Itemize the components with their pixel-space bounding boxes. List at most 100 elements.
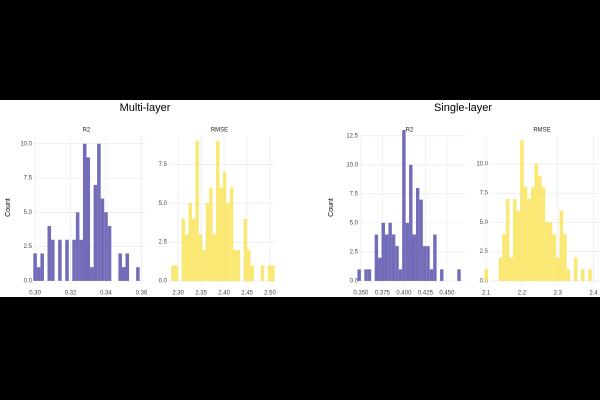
bar [502, 234, 506, 281]
bar [409, 164, 413, 281]
bar [33, 253, 37, 281]
bar [75, 212, 80, 281]
y-tick-label: 7.5 [24, 176, 33, 182]
bar [247, 249, 251, 282]
y-tick-label: 12.5 [346, 133, 358, 139]
bar [405, 222, 410, 281]
bar [36, 267, 41, 281]
x-tick-label: 2.1 [482, 291, 491, 297]
bar [181, 218, 186, 282]
bar [364, 269, 368, 281]
bar [545, 222, 549, 281]
bar [107, 226, 112, 281]
bar [541, 187, 546, 281]
bar [58, 239, 62, 281]
bar [440, 269, 444, 281]
x-tick-label: 2.50 [264, 291, 276, 297]
x-tick-label: 2.3 [554, 291, 563, 297]
bar [398, 269, 403, 281]
bar [509, 257, 513, 281]
bar [391, 234, 396, 281]
bar [523, 187, 528, 281]
y-tick-label: 2.5 [480, 249, 489, 255]
bar [388, 222, 392, 281]
x-tick-label: 2.35 [195, 291, 207, 297]
bar [233, 249, 237, 282]
bar [86, 157, 91, 281]
bar [563, 234, 567, 281]
x-tick-label: 0.30 [29, 291, 41, 297]
bar [202, 249, 206, 282]
x-tick-label: 0.375 [375, 291, 391, 297]
bar [222, 172, 227, 282]
y-tick-label: 5.0 [480, 220, 489, 226]
bar [426, 246, 430, 281]
bar [226, 203, 230, 282]
bar [40, 253, 44, 281]
bar [136, 267, 140, 281]
bar [188, 203, 192, 282]
bar [125, 253, 130, 281]
bar [357, 269, 361, 281]
bar [216, 140, 220, 282]
bar [415, 188, 420, 281]
bar [381, 222, 385, 281]
facet-title: RMSE [533, 128, 550, 134]
bar [402, 130, 406, 281]
bar [229, 187, 234, 282]
bar [516, 210, 521, 281]
bar [118, 253, 122, 281]
bar [100, 198, 105, 281]
bar [412, 234, 416, 281]
bar [498, 257, 503, 281]
bar [433, 234, 437, 281]
bar [505, 199, 510, 281]
y-axis-label: Count [328, 198, 335, 217]
bar [271, 265, 275, 282]
x-tick-label: 2.30 [172, 291, 184, 297]
x-tick-label: 0.350 [353, 291, 369, 297]
bar [538, 175, 542, 281]
bar [378, 257, 382, 281]
facet-title: R2 [406, 128, 414, 134]
bar [384, 234, 389, 281]
bar [267, 265, 272, 282]
x-tick-label: 0.425 [418, 291, 434, 297]
bar [457, 269, 461, 281]
bar [534, 163, 539, 281]
bar [484, 269, 488, 281]
y-axis-label: Count [5, 198, 12, 217]
bar [195, 140, 199, 282]
bar [374, 234, 379, 281]
bar [185, 234, 189, 282]
bar [552, 234, 556, 281]
bar [429, 269, 434, 281]
bar [97, 143, 101, 281]
bar [174, 265, 179, 282]
bar [79, 239, 83, 281]
x-tick-label: 2.40 [218, 291, 230, 297]
bar [530, 187, 535, 281]
bar [72, 239, 76, 281]
bar [212, 234, 217, 282]
x-tick-label: 2.2 [518, 291, 527, 297]
bar [422, 246, 427, 281]
y-tick-label: 7.5 [480, 191, 489, 197]
x-tick-label: 0.32 [65, 291, 77, 297]
bar [555, 257, 560, 281]
y-tick-label: 0.0 [24, 278, 33, 284]
y-tick-label: 5.0 [350, 220, 359, 226]
y-tick-label: 2.5 [350, 249, 359, 255]
bar [65, 239, 69, 281]
y-tick-label: 7.5 [159, 162, 168, 168]
x-tick-label: 0.34 [100, 291, 112, 297]
y-tick-label: 0.0 [350, 279, 359, 285]
bar [520, 140, 524, 281]
x-tick-label: 2.45 [241, 291, 253, 297]
bar [367, 269, 372, 281]
bar [419, 199, 423, 281]
bar [548, 222, 553, 281]
x-tick-label: 2.4 [589, 291, 598, 297]
bar [566, 269, 571, 281]
